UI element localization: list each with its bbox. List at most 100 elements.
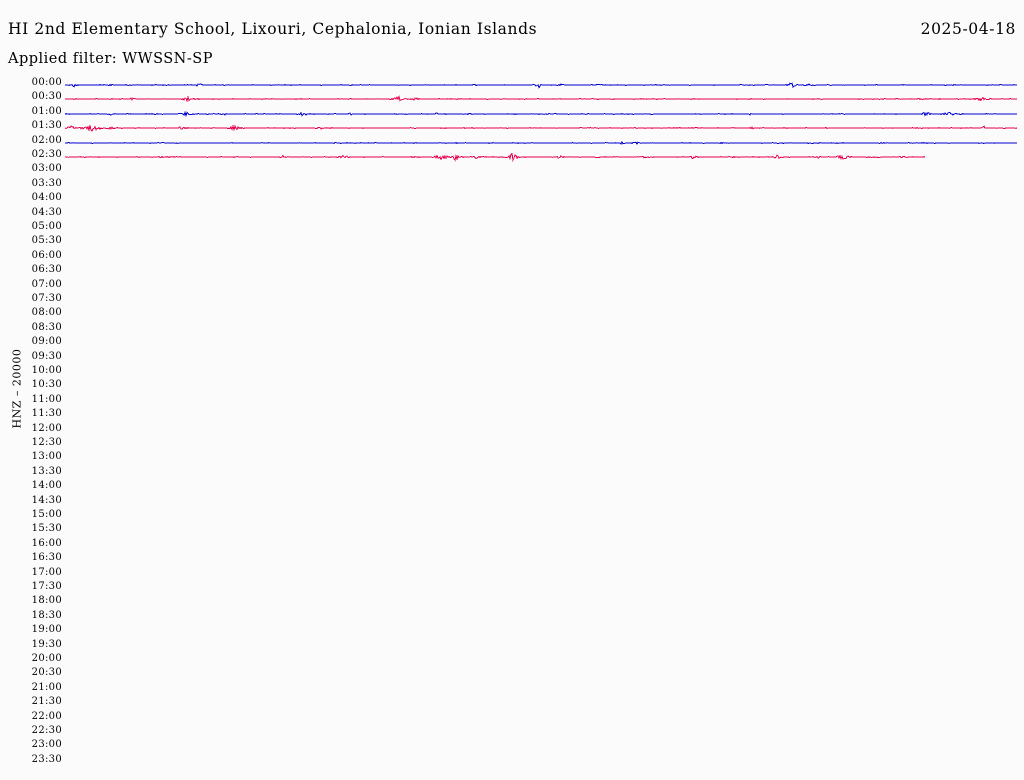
trace-row: 18:30 (0, 609, 1024, 625)
waveform-trace (64, 78, 1018, 92)
time-tick-label: 20:30 (31, 667, 62, 679)
time-tick-label: 07:30 (31, 293, 62, 304)
trace-row: 10:30 (0, 379, 1024, 394)
time-tick-label: 08:00 (31, 307, 62, 319)
trace-row: 01:30 (0, 120, 1024, 135)
time-tick-label: 06:00 (31, 249, 62, 261)
trace-row: 22:30 (0, 725, 1024, 740)
time-tick-label: 01:30 (31, 120, 62, 132)
trace-row: 06:30 (0, 264, 1024, 279)
time-tick-label: 13:30 (31, 465, 62, 477)
trace-row: 00:00 (0, 77, 1024, 92)
trace-row: 04:30 (0, 206, 1024, 222)
time-tick-label: 04:30 (31, 206, 62, 218)
time-tick-label: 10:00 (31, 365, 62, 376)
time-tick-label: 03:30 (31, 177, 62, 189)
waveform-trace (64, 150, 926, 164)
time-tick-label: 11:00 (31, 393, 62, 405)
time-tick-label: 06:30 (31, 264, 62, 276)
waveform-trace (64, 107, 1018, 121)
trace-row: 09:30 (0, 350, 1024, 366)
trace-row: 17:30 (0, 581, 1024, 596)
page-title: HI 2nd Elementary School, Lixouri, Cepha… (8, 20, 538, 38)
time-tick-label: 12:00 (31, 422, 62, 434)
time-tick-label: 11:30 (31, 408, 62, 420)
trace-row: 11:30 (0, 408, 1024, 423)
trace-row: 13:00 (0, 451, 1024, 466)
time-tick-label: 21:00 (31, 681, 62, 693)
time-tick-label: 18:30 (31, 609, 62, 621)
trace-row: 04:00 (0, 192, 1024, 207)
time-tick-label: 18:00 (31, 595, 62, 607)
waveform-trace (64, 121, 1018, 135)
time-tick-label: 19:30 (31, 638, 62, 650)
time-tick-label: 14:30 (31, 494, 62, 506)
trace-row: 11:00 (0, 393, 1024, 409)
time-tick-label: 23:00 (31, 739, 62, 751)
trace-row: 07:30 (0, 293, 1024, 308)
trace-row: 16:00 (0, 537, 1024, 553)
trace-row: 23:30 (0, 753, 1024, 769)
trace-row: 15:30 (0, 523, 1024, 538)
trace-row: 18:00 (0, 595, 1024, 610)
time-tick-label: 21:30 (31, 696, 62, 708)
trace-row: 13:30 (0, 465, 1024, 481)
trace-row: 05:30 (0, 235, 1024, 250)
trace-row: 02:00 (0, 134, 1024, 150)
time-tick-label: 22:00 (31, 710, 62, 722)
trace-row: 09:00 (0, 336, 1024, 351)
time-tick-label: 00:00 (31, 77, 62, 88)
waveform-trace (64, 92, 1018, 106)
applied-filter-label: Applied filter: WWSSN-SP (8, 51, 213, 67)
time-tick-label: 12:30 (31, 437, 62, 448)
time-tick-label: 17:30 (31, 581, 62, 592)
trace-row: 06:00 (0, 249, 1024, 265)
time-tick-label: 10:30 (31, 379, 62, 391)
time-tick-label: 02:30 (31, 149, 62, 160)
record-date: 2025-04-18 (920, 20, 1016, 38)
time-tick-label: 20:00 (31, 653, 62, 664)
trace-row: 07:00 (0, 278, 1024, 294)
trace-row: 20:30 (0, 667, 1024, 682)
trace-row: 05:00 (0, 221, 1024, 236)
trace-row: 23:00 (0, 739, 1024, 754)
trace-row: 16:30 (0, 552, 1024, 567)
trace-row: 21:00 (0, 681, 1024, 697)
time-tick-label: 19:00 (31, 624, 62, 636)
time-tick-label: 16:00 (31, 537, 62, 549)
trace-row: 14:00 (0, 480, 1024, 495)
helicorder-plot: 00:00 00:30 01:00 01:30 02:00 02:30 03:00 03:30… (0, 77, 1024, 778)
trace-row: 02:30 (0, 149, 1024, 164)
trace-row: 19:00 (0, 624, 1024, 639)
trace-row: 19:30 (0, 638, 1024, 654)
time-tick-label: 09:30 (31, 350, 62, 362)
trace-row: 14:30 (0, 494, 1024, 510)
time-tick-label: 15:00 (31, 509, 62, 520)
trace-row: 21:30 (0, 696, 1024, 711)
trace-row: 00:30 (0, 91, 1024, 106)
time-tick-label: 14:00 (31, 480, 62, 492)
time-tick-label: 23:30 (31, 753, 62, 765)
time-tick-label: 01:00 (31, 105, 62, 117)
trace-row: 03:30 (0, 177, 1024, 193)
trace-row: 03:00 (0, 163, 1024, 178)
trace-row: 22:00 (0, 710, 1024, 726)
trace-row: 01:00 (0, 105, 1024, 121)
time-tick-label: 02:00 (31, 134, 62, 146)
trace-row: 10:00 (0, 365, 1024, 380)
time-tick-label: 05:00 (31, 221, 62, 232)
time-tick-label: 22:30 (31, 725, 62, 736)
waveform-trace (64, 136, 1018, 150)
trace-row: 20:00 (0, 653, 1024, 668)
time-tick-label: 17:00 (31, 566, 62, 578)
time-tick-label: 05:30 (31, 235, 62, 247)
time-tick-label: 16:30 (31, 552, 62, 564)
trace-row: 15:00 (0, 509, 1024, 524)
trace-row: 08:30 (0, 322, 1024, 337)
time-tick-label: 04:00 (31, 192, 62, 204)
trace-row: 17:00 (0, 566, 1024, 582)
time-tick-label: 13:00 (31, 451, 62, 463)
trace-row: 12:00 (0, 422, 1024, 438)
time-tick-label: 07:00 (31, 278, 62, 290)
